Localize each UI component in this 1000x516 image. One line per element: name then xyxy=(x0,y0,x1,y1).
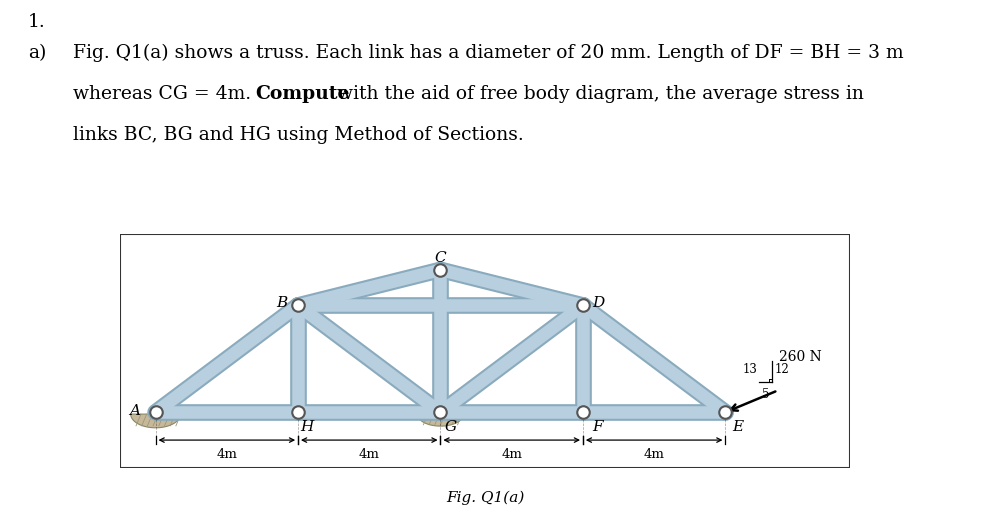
Text: G: G xyxy=(445,420,457,434)
Text: D: D xyxy=(592,296,604,310)
Text: Fig. Q1(a): Fig. Q1(a) xyxy=(446,490,524,505)
Text: Fig. Q1(a) shows a truss. Each link has a diameter of 20 mm. Length of DF = BH =: Fig. Q1(a) shows a truss. Each link has … xyxy=(73,44,904,62)
Text: C: C xyxy=(435,251,446,265)
Text: A: A xyxy=(129,404,140,417)
Text: with the aid of free body diagram, the average stress in: with the aid of free body diagram, the a… xyxy=(331,85,864,103)
Text: E: E xyxy=(732,420,743,434)
Text: H: H xyxy=(300,420,314,434)
Text: F: F xyxy=(592,420,602,434)
Text: 5: 5 xyxy=(762,389,769,401)
Text: whereas CG = 4m.: whereas CG = 4m. xyxy=(73,85,257,103)
Text: 4m: 4m xyxy=(644,448,665,461)
Text: 13: 13 xyxy=(743,363,757,376)
Text: a): a) xyxy=(28,44,46,62)
Text: 12: 12 xyxy=(774,363,789,376)
Text: 4m: 4m xyxy=(359,448,380,461)
Text: 4m: 4m xyxy=(216,448,237,461)
Polygon shape xyxy=(131,414,181,428)
Text: 260 N: 260 N xyxy=(779,350,822,364)
Text: 4m: 4m xyxy=(501,448,522,461)
Text: Compute: Compute xyxy=(255,85,349,103)
Polygon shape xyxy=(417,414,464,426)
Text: B: B xyxy=(276,296,288,310)
Text: 1.: 1. xyxy=(28,13,46,31)
Text: links BC, BG and HG using Method of Sections.: links BC, BG and HG using Method of Sect… xyxy=(73,126,524,144)
